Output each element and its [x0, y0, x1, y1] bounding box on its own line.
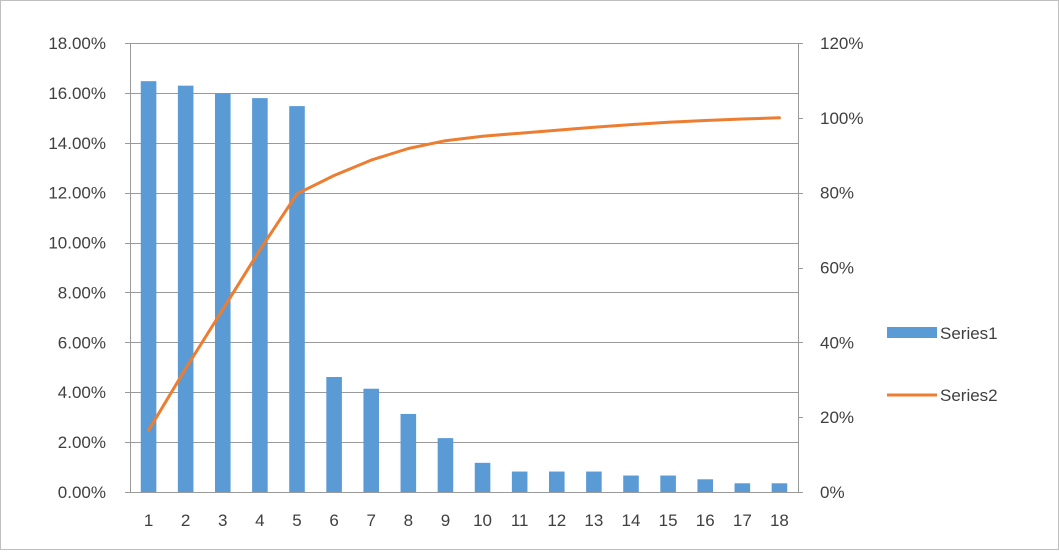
right-tick-label: 60% — [820, 259, 854, 278]
right-tick-label: 80% — [820, 184, 854, 203]
series2-line — [147, 116, 781, 432]
left-tick-label: 14.00% — [48, 134, 106, 153]
x-tick-label: 1 — [144, 511, 153, 530]
line-series — [147, 116, 781, 432]
x-tick-label: 10 — [473, 511, 492, 530]
bar — [214, 93, 231, 492]
right-axis-ticks: 0% 20% 40% 60% 80% 100% 120% — [820, 34, 863, 502]
right-tick-label: 120% — [820, 34, 863, 53]
right-tick-label: 100% — [820, 109, 863, 128]
x-tick-label: 3 — [218, 511, 227, 530]
x-tick-label: 18 — [770, 511, 789, 530]
axes — [125, 43, 803, 493]
left-axis-ticks: 0.00% 2.00% 4.00% 6.00% 8.00% 10.00% 12.00% 14.… — [48, 34, 106, 502]
right-tick-label: 0% — [820, 483, 845, 502]
bar — [586, 471, 602, 492]
bar — [326, 377, 342, 492]
x-tick-label: 9 — [441, 511, 450, 530]
x-tick-label: 2 — [181, 511, 190, 530]
bar — [623, 475, 639, 492]
legend-label-series2: Series2 — [940, 386, 998, 405]
left-tick-label: 12.00% — [48, 184, 106, 203]
left-tick-label: 16.00% — [48, 84, 106, 103]
x-tick-label: 6 — [329, 511, 338, 530]
bar — [511, 471, 528, 492]
x-tick-label: 12 — [547, 511, 566, 530]
bar — [363, 388, 380, 492]
x-tick-label: 11 — [511, 511, 529, 530]
x-tick-label: 4 — [255, 511, 264, 530]
left-tick-label: 4.00% — [58, 383, 106, 402]
left-tick-label: 10.00% — [48, 234, 106, 253]
x-tick-label: 16 — [696, 511, 715, 530]
bar — [140, 81, 157, 492]
x-tick-label: 17 — [733, 511, 752, 530]
bar-series — [140, 81, 788, 493]
gridlines — [130, 43, 798, 443]
x-tick-label: 14 — [622, 511, 641, 530]
bar — [177, 85, 194, 492]
x-tick-label: 15 — [659, 511, 678, 530]
bar — [660, 475, 676, 492]
left-tick-label: 6.00% — [58, 333, 106, 352]
x-axis-ticks: 1 2 3 4 5 6 7 8 9 10 11 12 13 14 15 16 17 18 — [144, 511, 789, 530]
bar — [252, 98, 268, 492]
bar — [548, 471, 565, 492]
bar — [474, 462, 491, 492]
x-tick-label: 13 — [584, 511, 603, 530]
legend-swatch-series1 — [887, 327, 937, 338]
bar — [734, 483, 751, 492]
left-tick-label: 18.00% — [48, 34, 106, 53]
legend-label-series1: Series1 — [940, 324, 998, 343]
x-tick-label: 5 — [292, 511, 301, 530]
left-tick-label: 2.00% — [58, 433, 106, 452]
left-tick-label: 0.00% — [58, 483, 106, 502]
x-tick-label: 7 — [366, 511, 375, 530]
left-tick-label: 8.00% — [58, 283, 106, 302]
bar — [771, 483, 788, 492]
legend: Series1 Series2 — [887, 324, 998, 405]
right-tick-label: 20% — [820, 408, 854, 427]
right-tick-label: 40% — [820, 333, 854, 352]
bar — [400, 413, 417, 492]
bar — [437, 438, 454, 492]
bar — [697, 479, 714, 492]
x-tick-label: 8 — [404, 511, 413, 530]
bar — [289, 106, 305, 493]
